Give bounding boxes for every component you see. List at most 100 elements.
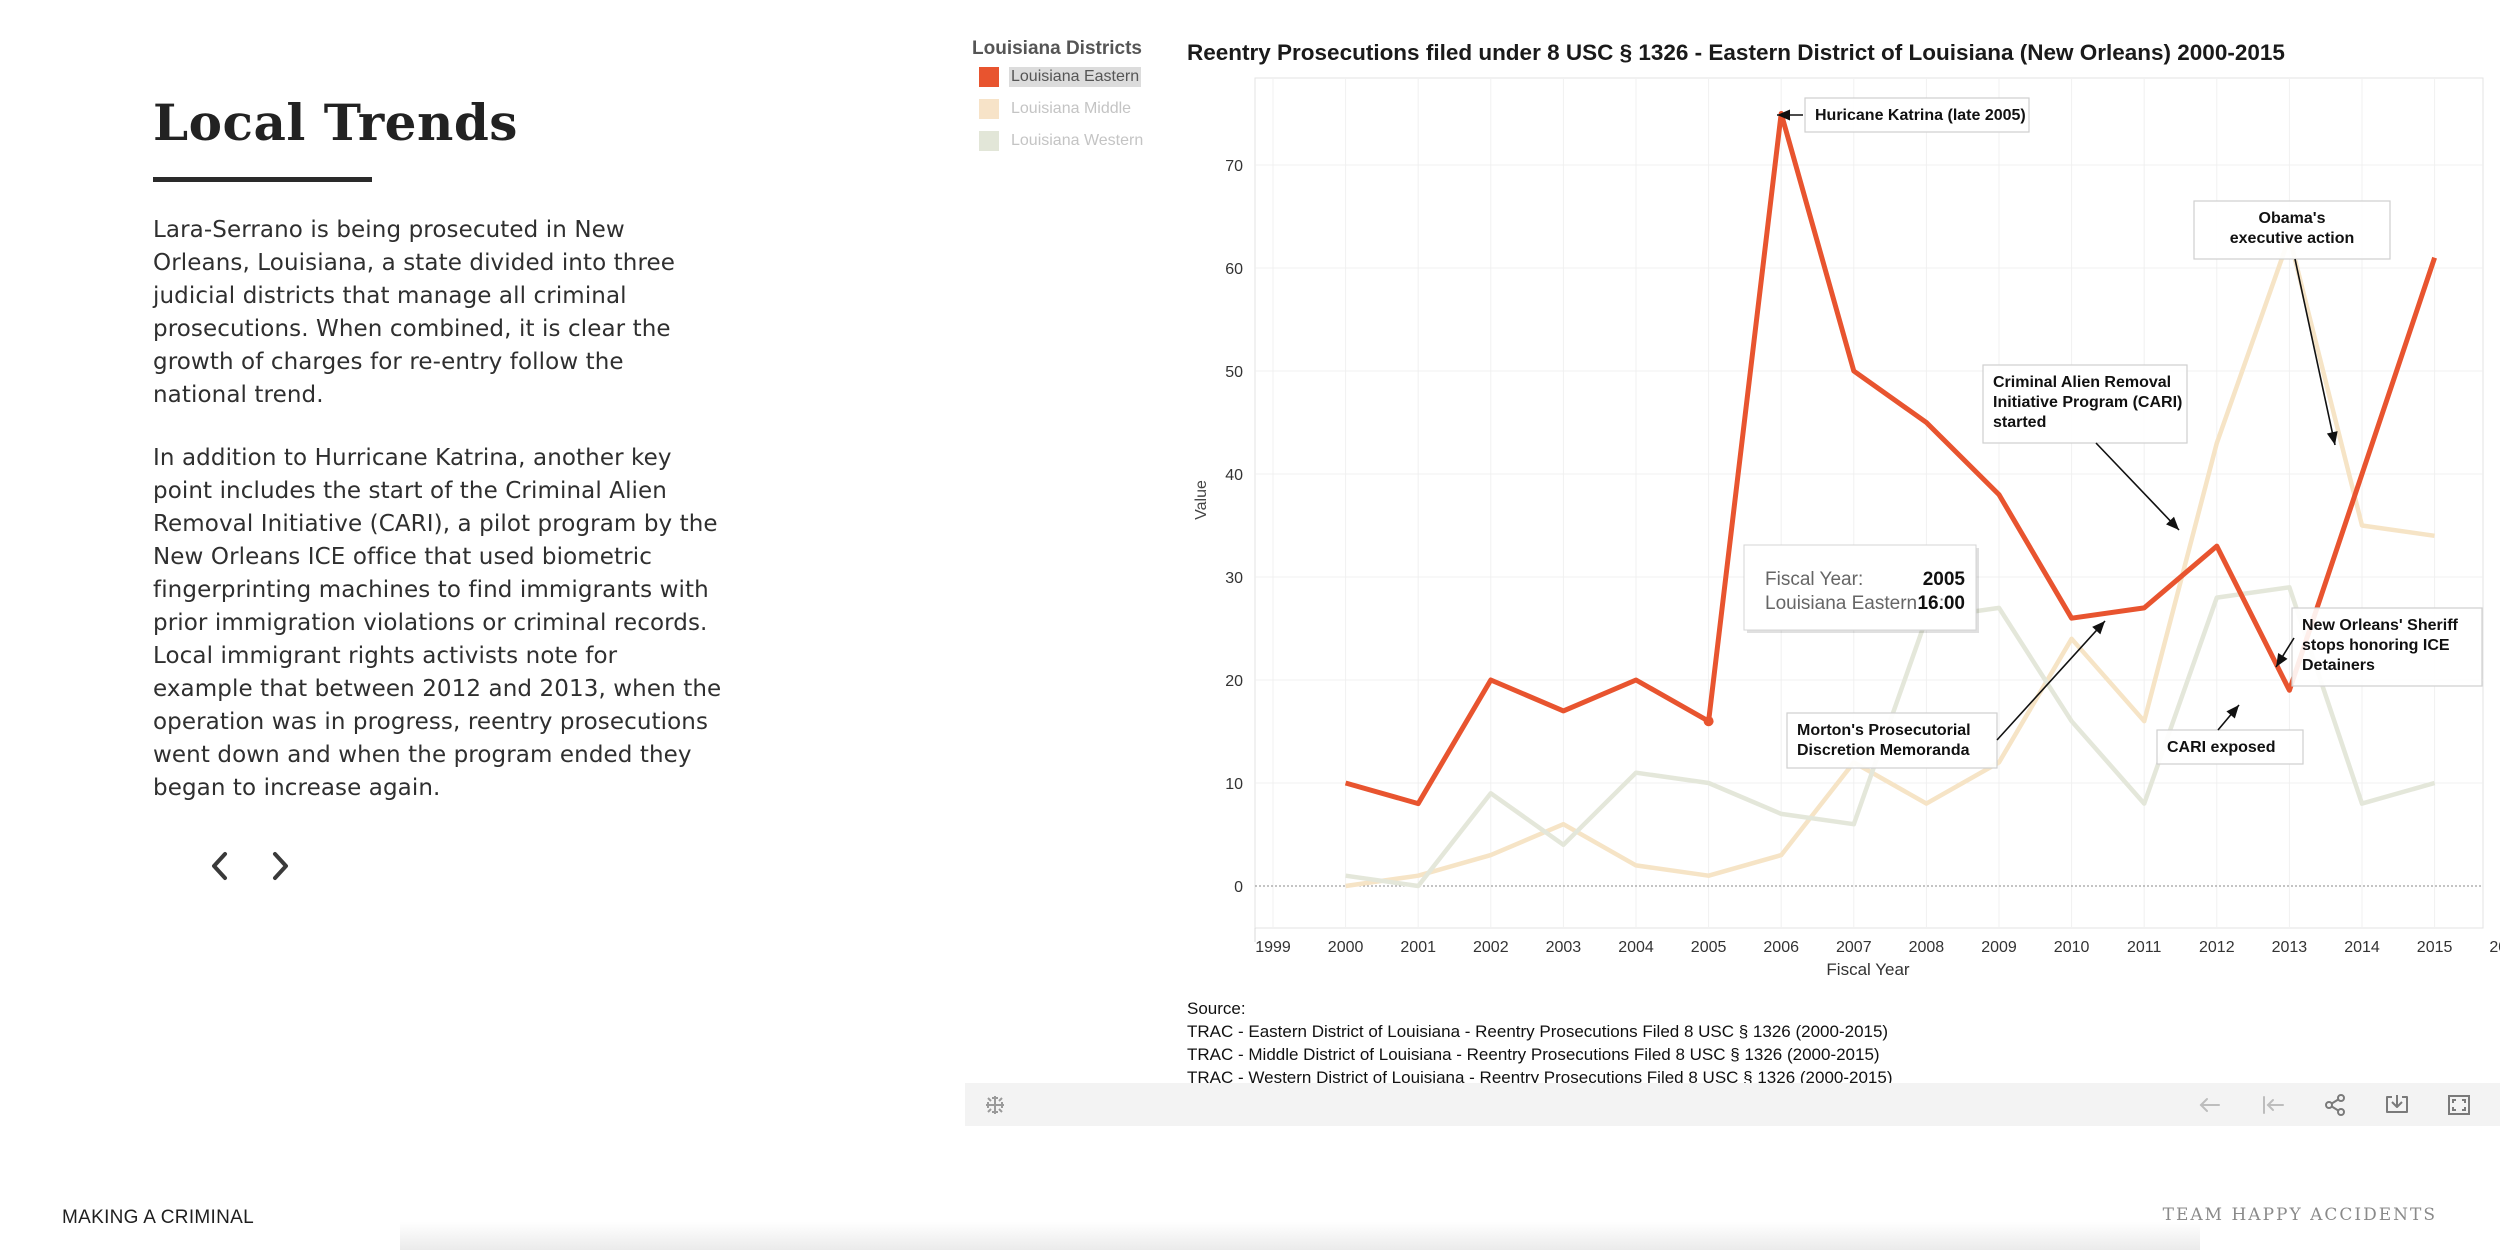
annotation-text: started bbox=[1993, 414, 2046, 431]
tooltip: Fiscal Year: 2005 Louisiana Eastern:16.00 bbox=[1743, 544, 1979, 633]
revert-icon bbox=[2263, 1096, 2284, 1114]
share-button[interactable] bbox=[2319, 1089, 2351, 1121]
highlighted-point bbox=[1703, 716, 1714, 727]
x-tick-label: 2001 bbox=[1400, 939, 1436, 956]
y-tick-label: 10 bbox=[1225, 776, 1243, 793]
legend-title: Louisiana Districts bbox=[972, 38, 1142, 59]
gridlines bbox=[1255, 78, 2483, 928]
legend-item-western[interactable]: Louisiana Western bbox=[972, 125, 1152, 156]
y-tick-label: 40 bbox=[1225, 467, 1243, 484]
tooltip-label: Louisiana Eastern bbox=[1765, 593, 1917, 614]
y-tick-label: 60 bbox=[1225, 261, 1243, 278]
legend-label: Louisiana Middle bbox=[1011, 99, 1132, 117]
x-tick-label: 2004 bbox=[1618, 939, 1654, 956]
legend-item-eastern[interactable]: Louisiana Eastern bbox=[972, 61, 1152, 92]
x-tick-label: 2016 bbox=[2489, 939, 2500, 956]
y-axis-ticks: 0 10 20 30 40 50 60 70 bbox=[1225, 158, 1243, 896]
story-paragraph-2: In addition to Hurricane Katrina, anothe… bbox=[153, 445, 722, 801]
download-icon bbox=[2386, 1095, 2408, 1113]
next-button[interactable] bbox=[265, 846, 295, 886]
annotations: Huricane Katrina (late 2005) Obama's execu… bbox=[1777, 97, 2483, 769]
x-tick-label: 2009 bbox=[1981, 939, 2017, 956]
x-tick-label: 2011 bbox=[2127, 939, 2162, 956]
annotation-text: Discretion Memoranda bbox=[1797, 742, 1970, 759]
tooltip-separator: : bbox=[1939, 593, 1944, 614]
annotation-text: Huricane Katrina (late 2005) bbox=[1815, 107, 2026, 124]
annotation-arrowhead bbox=[2326, 431, 2338, 445]
x-tick-label: 2003 bbox=[1546, 939, 1582, 956]
tableau-logo-button[interactable] bbox=[979, 1089, 1011, 1121]
legend-swatch bbox=[979, 130, 999, 151]
annotation: CARI exposed bbox=[2156, 704, 2304, 765]
tooltip-box bbox=[1743, 544, 1977, 631]
x-tick-label: 2014 bbox=[2344, 939, 2380, 956]
annotation: Huricane Katrina (late 2005) bbox=[1777, 97, 2030, 133]
previous-button[interactable] bbox=[205, 846, 235, 886]
annotation-arrowhead bbox=[2166, 516, 2179, 530]
annotation-arrow bbox=[1996, 620, 2106, 741]
x-tick-label: 2008 bbox=[1909, 939, 1945, 956]
story-paragraph-1: Lara-Serrano is being prosecuted in New … bbox=[153, 217, 676, 408]
site-name-link[interactable]: MAKING A CRIMINAL bbox=[62, 1207, 254, 1228]
annotation-arrowhead bbox=[2092, 621, 2105, 635]
tooltip-label: Fiscal Year: bbox=[1765, 569, 1863, 590]
legend-swatch bbox=[979, 66, 999, 87]
x-tick-label: 2002 bbox=[1473, 939, 1509, 956]
story-title: Local Trends bbox=[153, 93, 518, 152]
annotation-box bbox=[1786, 712, 1998, 769]
fullscreen-button[interactable] bbox=[2443, 1089, 2475, 1121]
revert-button[interactable] bbox=[2257, 1089, 2289, 1121]
legend-item-middle[interactable]: Louisiana Middle bbox=[972, 93, 1152, 124]
annotation: Criminal Alien Removal Initiative Program… bbox=[1982, 364, 2188, 531]
tableau-viz: Louisiana Districts Louisiana Eastern Lo… bbox=[965, 30, 2500, 1126]
chart-legend: Louisiana Districts Louisiana Eastern Lo… bbox=[972, 38, 1152, 156]
source-heading: Source: bbox=[1187, 999, 1246, 1018]
plot-frame bbox=[1254, 77, 2484, 942]
fullscreen-icon bbox=[2448, 1095, 2470, 1115]
title-underline bbox=[153, 177, 372, 182]
x-tick-label: 2013 bbox=[2272, 939, 2308, 956]
annotation-box bbox=[1982, 364, 2188, 444]
annotation-text: executive action bbox=[2230, 230, 2355, 247]
source-line: TRAC - Eastern District of Louisiana - R… bbox=[1187, 1022, 1889, 1041]
legend-label: Louisiana Western bbox=[1011, 131, 1144, 149]
y-tick-label: 20 bbox=[1225, 673, 1243, 690]
y-axis-label: Value bbox=[1193, 480, 1210, 520]
annotation-box bbox=[2291, 607, 2483, 687]
series-line-louisiana-middle bbox=[1345, 234, 2435, 889]
annotation-box bbox=[2156, 729, 2304, 765]
story-navigation bbox=[205, 846, 295, 886]
viz-toolbar bbox=[965, 1083, 2500, 1126]
annotation-text: Morton's Prosecutorial bbox=[1797, 722, 1971, 739]
y-tick-label: 30 bbox=[1225, 570, 1243, 587]
undo-button[interactable] bbox=[2194, 1089, 2226, 1121]
annotation-box bbox=[2193, 200, 2391, 260]
download-button[interactable] bbox=[2381, 1089, 2413, 1121]
annotation: Morton's Prosecutorial Discretion Memoran… bbox=[1786, 620, 2106, 769]
line-chart: 0 10 20 30 40 50 60 70 1999 2000 2001 2002 2003 2004… bbox=[1193, 77, 2500, 979]
x-tick-label: 2006 bbox=[1763, 939, 1799, 956]
y-tick-label: 0 bbox=[1234, 879, 1243, 896]
x-tick-label: 2010 bbox=[2054, 939, 2090, 956]
chevron-left-icon bbox=[212, 852, 227, 880]
annotation-box bbox=[1804, 97, 2030, 133]
source-line: TRAC - Middle District of Louisiana - Re… bbox=[1187, 1045, 1880, 1064]
tableau-logo-icon bbox=[986, 1096, 1004, 1114]
team-credit: TEAM HAPPY ACCIDENTS bbox=[2162, 1205, 2437, 1225]
tooltip-value: 16.00 bbox=[1917, 593, 1965, 614]
story-panel: Local Trends Lara-Serrano is being prose… bbox=[153, 95, 723, 805]
source-line: TRAC - Western District of Louisiana - R… bbox=[1187, 1068, 1893, 1087]
x-tick-label: 2015 bbox=[2417, 939, 2453, 956]
y-tick-label: 70 bbox=[1225, 158, 1243, 175]
chart-title: Reentry Prosecutions filed under 8 USC §… bbox=[1187, 40, 2285, 65]
annotation-text: Initiative Program (CARI) bbox=[1993, 394, 2182, 411]
annotation-text: Obama's bbox=[2259, 210, 2326, 227]
x-tick-label: 2007 bbox=[1836, 939, 1872, 956]
x-axis-label: Fiscal Year bbox=[1826, 960, 1909, 979]
annotation-text: Criminal Alien Removal bbox=[1993, 374, 2171, 391]
annotation-text: New Orleans' Sheriff bbox=[2302, 617, 2459, 634]
annotation-text: stops honoring ICE bbox=[2302, 637, 2450, 654]
x-tick-label: 2005 bbox=[1691, 939, 1727, 956]
legend-swatch bbox=[979, 98, 999, 119]
series-line-louisiana-eastern bbox=[1344, 111, 2437, 807]
